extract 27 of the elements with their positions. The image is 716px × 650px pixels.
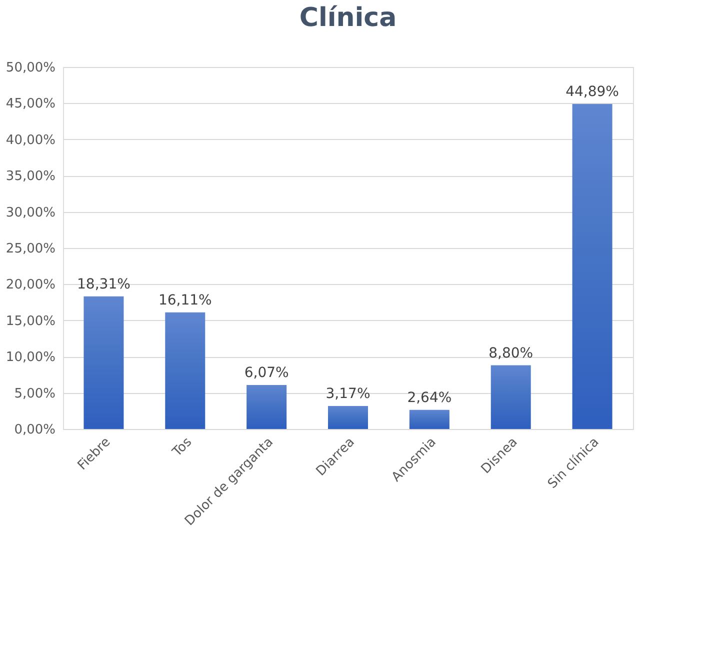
- y-tick-label: 35,00%: [6, 169, 56, 184]
- data-label: 6,07%: [244, 365, 289, 382]
- bar: [490, 365, 531, 429]
- y-tick-label: 25,00%: [6, 242, 56, 256]
- bar: [246, 385, 287, 429]
- bar: [84, 296, 124, 429]
- data-label: 44,89%: [566, 84, 619, 100]
- data-label: 3,17%: [326, 386, 370, 402]
- bar: [328, 406, 368, 429]
- y-tick-label: 50,00%: [6, 60, 56, 76]
- y-tick-label: 0,00%: [14, 422, 56, 438]
- data-label: 16,11%: [158, 292, 212, 308]
- data-label: 8,80%: [488, 345, 534, 362]
- bar: [409, 410, 450, 429]
- data-label: 18,31%: [77, 276, 130, 292]
- x-tick-label: Tos: [169, 434, 196, 461]
- y-tick-label: 15,00%: [6, 314, 56, 329]
- y-tick-label: 5,00%: [14, 386, 56, 402]
- y-tick-label: 30,00%: [6, 205, 56, 220]
- y-tick-label: 45,00%: [6, 96, 56, 112]
- bar: [572, 104, 612, 429]
- y-tick-label: 10,00%: [6, 350, 56, 366]
- y-tick-label: 20,00%: [6, 278, 56, 293]
- bar: [165, 312, 206, 429]
- chart-title: Clínica: [299, 3, 397, 33]
- data-label: 2,64%: [407, 390, 452, 406]
- y-tick-label: 40,00%: [6, 132, 56, 148]
